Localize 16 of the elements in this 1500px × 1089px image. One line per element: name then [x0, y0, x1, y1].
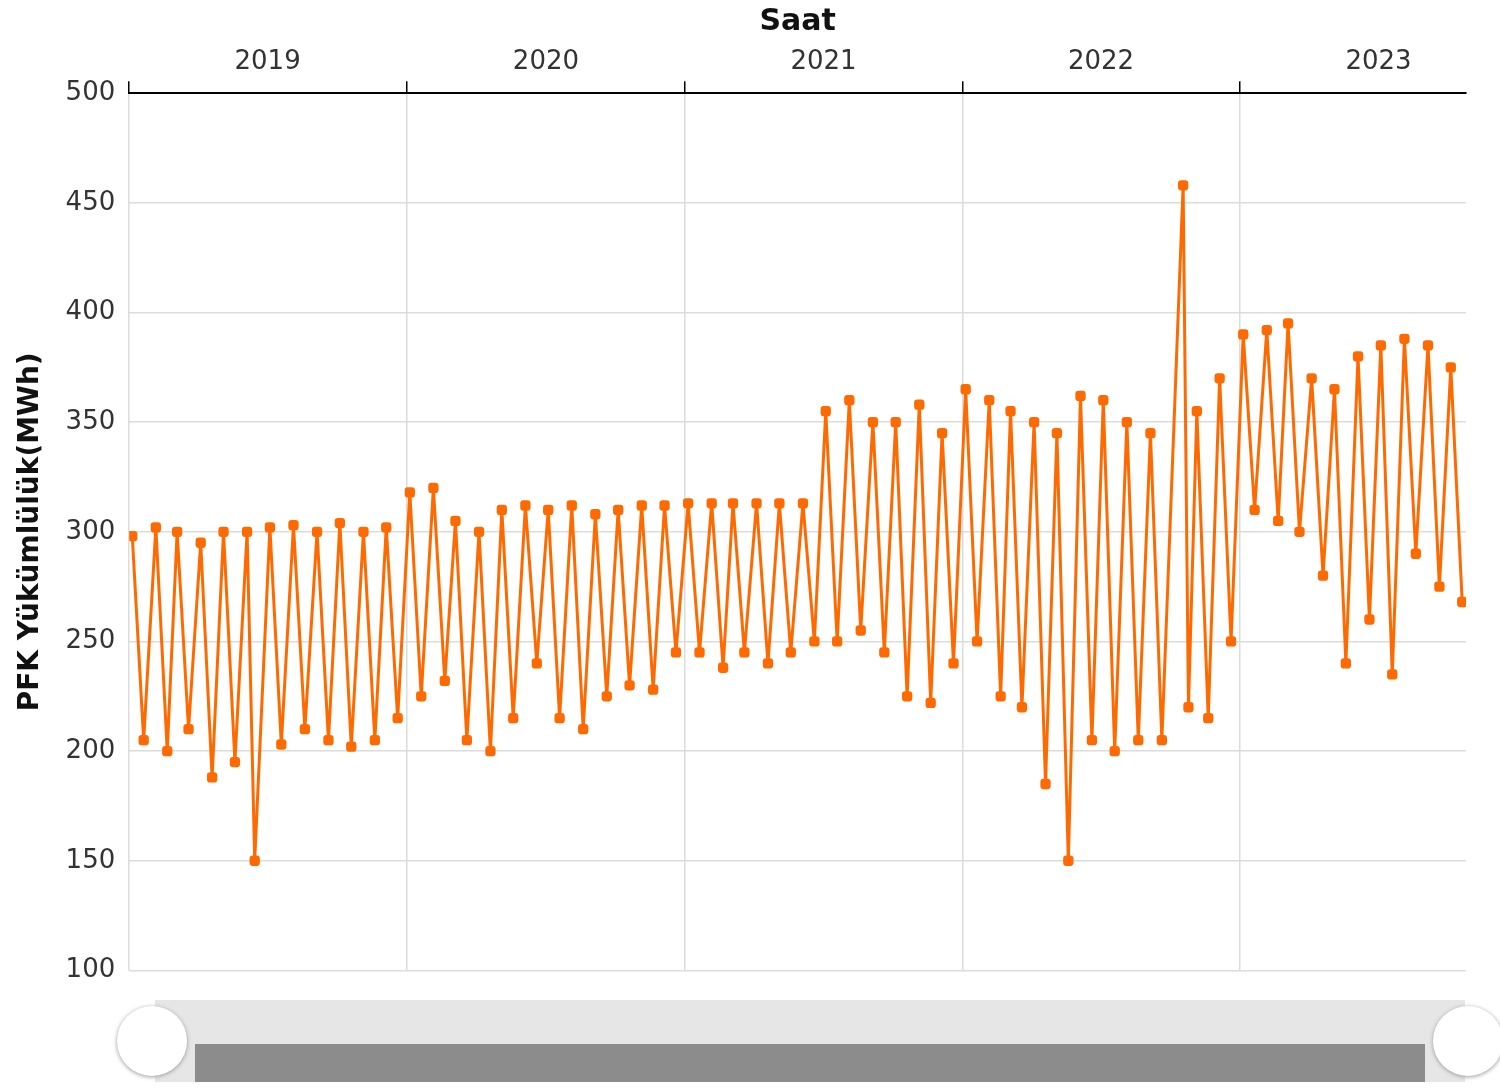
- y-tick-label: 250: [65, 624, 116, 655]
- x-tick-label: 2022: [1067, 45, 1135, 76]
- y-tick-label: 450: [65, 185, 116, 216]
- x-tick-label: 2019: [234, 45, 301, 76]
- x-tick-label: 2021: [790, 45, 857, 76]
- y-tick-label: 500: [65, 75, 116, 106]
- y-tick-label: 300: [65, 514, 116, 545]
- y-tick-label: 400: [65, 295, 116, 326]
- x-tick-label: 2020: [512, 45, 580, 76]
- x-tick-label: 2023: [1345, 45, 1412, 76]
- y-axis-title: PFK Yükümlülük(MWh): [12, 352, 46, 712]
- y-tick-label: 150: [65, 843, 116, 874]
- y-tick-label: 200: [65, 733, 116, 764]
- y-tick-label: 100: [65, 953, 116, 984]
- x-axis-title: Saat: [759, 1, 836, 37]
- y-tick-label: 350: [65, 404, 116, 435]
